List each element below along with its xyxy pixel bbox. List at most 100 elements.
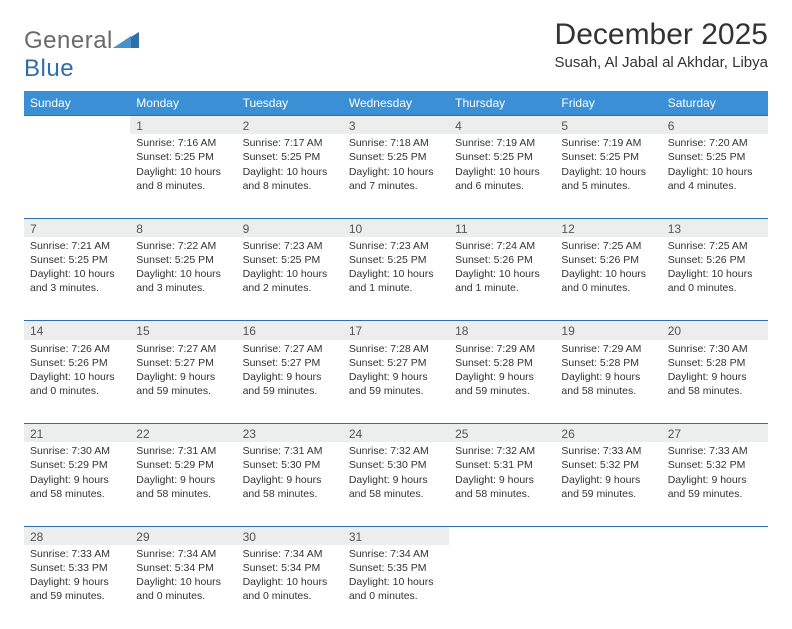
daylight-text: Daylight: 10 hours and 0 minutes. xyxy=(668,267,762,295)
daylight-text: Daylight: 10 hours and 0 minutes. xyxy=(136,575,230,603)
daylight-text: Daylight: 10 hours and 4 minutes. xyxy=(668,165,762,193)
calendar-body: 123456Sunrise: 7:16 AMSunset: 5:25 PMDay… xyxy=(24,116,768,629)
daylight-text: Daylight: 9 hours and 58 minutes. xyxy=(561,370,655,398)
sunrise-text: Sunrise: 7:28 AM xyxy=(349,342,443,356)
weekday-row: Sunday Monday Tuesday Wednesday Thursday… xyxy=(24,91,768,116)
day-info-cell: Sunrise: 7:21 AMSunset: 5:25 PMDaylight:… xyxy=(24,237,130,321)
day-number-row: 28293031 xyxy=(24,526,768,545)
weekday-header: Thursday xyxy=(449,91,555,116)
day-number-cell: 12 xyxy=(555,218,661,237)
sunrise-text: Sunrise: 7:34 AM xyxy=(136,547,230,561)
day-info-row: Sunrise: 7:30 AMSunset: 5:29 PMDaylight:… xyxy=(24,442,768,526)
sunset-text: Sunset: 5:34 PM xyxy=(243,561,337,575)
daylight-text: Daylight: 10 hours and 0 minutes. xyxy=(243,575,337,603)
daylight-text: Daylight: 9 hours and 59 minutes. xyxy=(30,575,124,603)
daylight-text: Daylight: 9 hours and 58 minutes. xyxy=(668,370,762,398)
sunset-text: Sunset: 5:25 PM xyxy=(561,150,655,164)
logo-word-general: General xyxy=(24,27,113,54)
daylight-text: Daylight: 10 hours and 0 minutes. xyxy=(349,575,443,603)
day-number-row: 123456 xyxy=(24,116,768,135)
sunrise-text: Sunrise: 7:20 AM xyxy=(668,136,762,150)
day-info-cell: Sunrise: 7:23 AMSunset: 5:25 PMDaylight:… xyxy=(237,237,343,321)
weekday-header: Wednesday xyxy=(343,91,449,116)
sunset-text: Sunset: 5:32 PM xyxy=(561,458,655,472)
day-info-cell: Sunrise: 7:31 AMSunset: 5:29 PMDaylight:… xyxy=(130,442,236,526)
weekday-header: Monday xyxy=(130,91,236,116)
day-number-cell: 31 xyxy=(343,526,449,545)
sunset-text: Sunset: 5:30 PM xyxy=(349,458,443,472)
day-number-cell: 20 xyxy=(662,321,768,340)
day-info-cell: Sunrise: 7:33 AMSunset: 5:33 PMDaylight:… xyxy=(24,545,130,629)
day-info-row: Sunrise: 7:26 AMSunset: 5:26 PMDaylight:… xyxy=(24,340,768,424)
sunset-text: Sunset: 5:31 PM xyxy=(455,458,549,472)
sunrise-text: Sunrise: 7:23 AM xyxy=(243,239,337,253)
sunset-text: Sunset: 5:25 PM xyxy=(136,253,230,267)
day-info-cell: Sunrise: 7:29 AMSunset: 5:28 PMDaylight:… xyxy=(449,340,555,424)
daylight-text: Daylight: 9 hours and 59 minutes. xyxy=(243,370,337,398)
day-info-cell: Sunrise: 7:19 AMSunset: 5:25 PMDaylight:… xyxy=(555,134,661,218)
day-info-cell: Sunrise: 7:22 AMSunset: 5:25 PMDaylight:… xyxy=(130,237,236,321)
sunrise-text: Sunrise: 7:34 AM xyxy=(243,547,337,561)
day-number-cell xyxy=(662,526,768,545)
sunrise-text: Sunrise: 7:25 AM xyxy=(561,239,655,253)
daylight-text: Daylight: 9 hours and 58 minutes. xyxy=(136,473,230,501)
daylight-text: Daylight: 9 hours and 58 minutes. xyxy=(455,473,549,501)
day-number-cell: 21 xyxy=(24,424,130,443)
sunset-text: Sunset: 5:26 PM xyxy=(668,253,762,267)
daylight-text: Daylight: 10 hours and 7 minutes. xyxy=(349,165,443,193)
daylight-text: Daylight: 9 hours and 59 minutes. xyxy=(561,473,655,501)
sunrise-text: Sunrise: 7:33 AM xyxy=(30,547,124,561)
daylight-text: Daylight: 10 hours and 5 minutes. xyxy=(561,165,655,193)
sunset-text: Sunset: 5:28 PM xyxy=(455,356,549,370)
day-info-cell: Sunrise: 7:24 AMSunset: 5:26 PMDaylight:… xyxy=(449,237,555,321)
day-number-cell: 19 xyxy=(555,321,661,340)
day-info-cell: Sunrise: 7:25 AMSunset: 5:26 PMDaylight:… xyxy=(555,237,661,321)
day-info-cell: Sunrise: 7:19 AMSunset: 5:25 PMDaylight:… xyxy=(449,134,555,218)
sunrise-text: Sunrise: 7:31 AM xyxy=(243,444,337,458)
sunset-text: Sunset: 5:28 PM xyxy=(561,356,655,370)
daylight-text: Daylight: 10 hours and 0 minutes. xyxy=(30,370,124,398)
sunrise-text: Sunrise: 7:26 AM xyxy=(30,342,124,356)
day-info-row: Sunrise: 7:21 AM Sunset: 5:25 PM Daylight:… xyxy=(24,237,768,321)
sunset-text: Sunset: 5:33 PM xyxy=(30,561,124,575)
day-info-cell: Sunrise: 7:23 AMSunset: 5:25 PMDaylight:… xyxy=(343,237,449,321)
month-title: December 2025 xyxy=(555,18,768,52)
sunrise-text: Sunrise: 7:33 AM xyxy=(561,444,655,458)
sunset-text: Sunset: 5:27 PM xyxy=(349,356,443,370)
day-number-cell xyxy=(24,116,130,135)
daylight-text: Daylight: 9 hours and 59 minutes. xyxy=(668,473,762,501)
sunrise-text: Sunrise: 7:21 AM xyxy=(30,239,124,253)
day-number-cell: 15 xyxy=(130,321,236,340)
day-info-cell xyxy=(555,545,661,629)
day-number-cell: 17 xyxy=(343,321,449,340)
sunrise-text: Sunrise: 7:33 AM xyxy=(668,444,762,458)
sunset-text: Sunset: 5:25 PM xyxy=(243,150,337,164)
day-number-cell: 18 xyxy=(449,321,555,340)
day-number-cell: 3 xyxy=(343,116,449,135)
daylight-text: Daylight: 10 hours and 3 minutes. xyxy=(30,267,124,295)
day-number-cell: 25 xyxy=(449,424,555,443)
day-info-cell: Sunrise: 7:26 AMSunset: 5:26 PMDaylight:… xyxy=(24,340,130,424)
daylight-text: Daylight: 10 hours and 1 minute. xyxy=(455,267,549,295)
sunrise-text: Sunrise: 7:27 AM xyxy=(136,342,230,356)
day-number-cell: 1 xyxy=(130,116,236,135)
sunset-text: Sunset: 5:25 PM xyxy=(349,150,443,164)
day-number-cell: 28 xyxy=(24,526,130,545)
sunrise-text: Sunrise: 7:29 AM xyxy=(455,342,549,356)
day-number-cell: 30 xyxy=(237,526,343,545)
weekday-header: Sunday xyxy=(24,91,130,116)
day-number-cell: 8 xyxy=(130,218,236,237)
day-info-cell: Sunrise: 7:17 AMSunset: 5:25 PMDaylight:… xyxy=(237,134,343,218)
day-info-cell: Sunrise: 7:30 AMSunset: 5:29 PMDaylight:… xyxy=(24,442,130,526)
sunrise-text: Sunrise: 7:25 AM xyxy=(668,239,762,253)
sunset-text: Sunset: 5:25 PM xyxy=(349,253,443,267)
day-number-cell: 23 xyxy=(237,424,343,443)
sunrise-text: Sunrise: 7:29 AM xyxy=(561,342,655,356)
sunset-text: Sunset: 5:27 PM xyxy=(136,356,230,370)
sunset-text: Sunset: 5:26 PM xyxy=(455,253,549,267)
day-number-cell xyxy=(449,526,555,545)
sunset-text: Sunset: 5:25 PM xyxy=(136,150,230,164)
sunrise-text: Sunrise: 7:32 AM xyxy=(349,444,443,458)
location-text: Susah, Al Jabal al Akhdar, Libya xyxy=(555,54,768,71)
day-info-cell: Sunrise: 7:25 AMSunset: 5:26 PMDaylight:… xyxy=(662,237,768,321)
